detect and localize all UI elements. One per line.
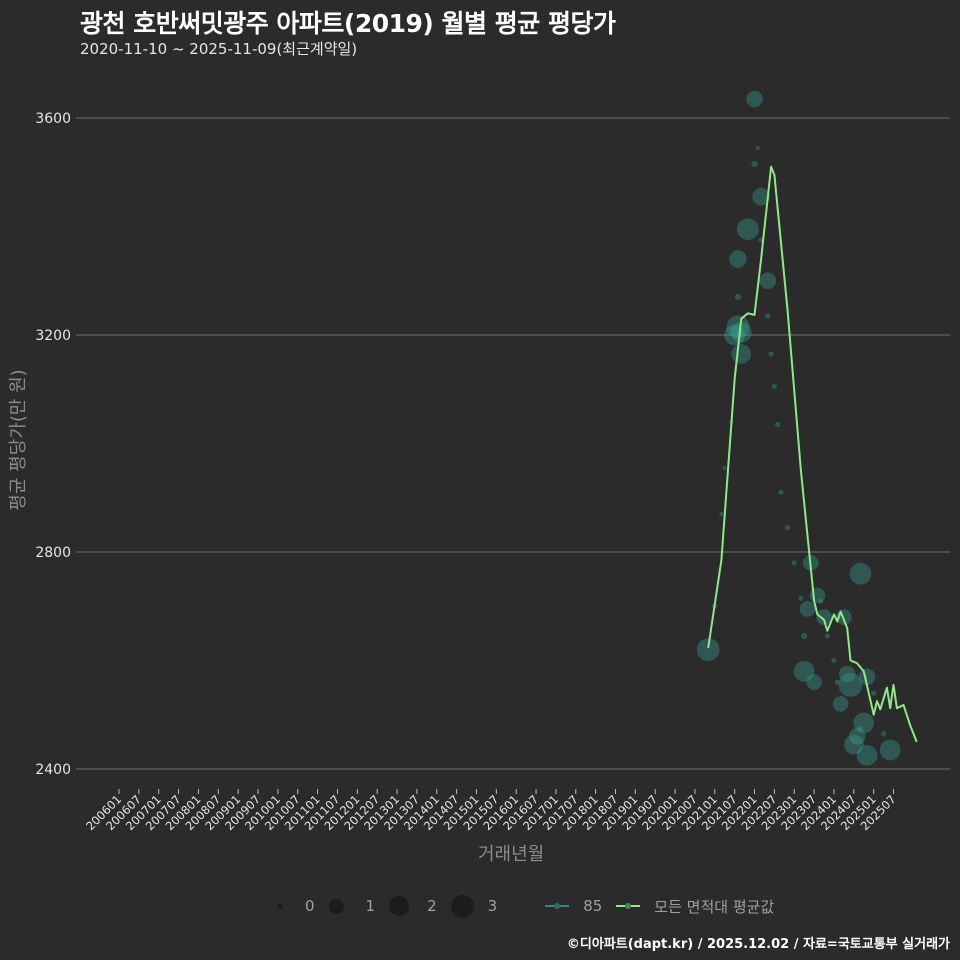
bubble-series-85 bbox=[696, 90, 901, 766]
average-line bbox=[707, 165, 918, 743]
data-bubble bbox=[734, 293, 742, 301]
data-bubble bbox=[722, 465, 727, 470]
chart-subtitle: 2020-11-10 ~ 2025-11-09(최근계약일) bbox=[80, 40, 358, 58]
data-bubble bbox=[881, 731, 887, 737]
data-bubble bbox=[696, 638, 720, 662]
x-axis-label: 거래년월 bbox=[478, 844, 545, 865]
line-marker-icon bbox=[616, 903, 641, 909]
legend: 0 1 2 3 85 모든 면적대 평균값 bbox=[270, 893, 788, 919]
data-bubble bbox=[858, 668, 876, 686]
data-bubble bbox=[799, 601, 816, 617]
size-dot-icon bbox=[450, 894, 474, 918]
data-bubble bbox=[838, 665, 856, 683]
legend-size-3: 3 bbox=[450, 894, 512, 918]
y-gridlines bbox=[76, 117, 950, 770]
data-bubble bbox=[843, 734, 864, 755]
data-bubble bbox=[838, 672, 863, 697]
legend-size-2: 2 bbox=[389, 896, 451, 916]
data-bubble bbox=[775, 421, 781, 428]
data-bubble bbox=[736, 218, 759, 241]
data-bubble bbox=[818, 598, 824, 604]
data-bubble bbox=[806, 674, 822, 690]
legend-series-average: 모든 면적대 평균값 bbox=[616, 896, 788, 917]
data-bubble bbox=[798, 595, 804, 601]
y-axis-ticks: 2400 2800 3200 3600 bbox=[35, 111, 71, 778]
size-dot-icon bbox=[328, 898, 344, 914]
y-tick-label: 2800 bbox=[35, 545, 71, 561]
y-tick-label: 3600 bbox=[35, 111, 71, 127]
chart-title: 광천 호반써밋광주 아파트(2019) 월별 평균 평당가 bbox=[80, 9, 616, 38]
data-bubble bbox=[834, 679, 840, 685]
data-bubble bbox=[816, 609, 832, 625]
data-bubble bbox=[778, 489, 784, 495]
data-bubble bbox=[791, 560, 797, 566]
data-bubble bbox=[752, 187, 770, 206]
line-marker-icon bbox=[545, 903, 570, 909]
legend-size-1: 1 bbox=[328, 897, 390, 915]
y-tick-label: 3200 bbox=[35, 328, 71, 344]
data-bubble bbox=[848, 728, 866, 745]
data-bubble bbox=[726, 315, 750, 339]
data-bubble bbox=[755, 145, 760, 150]
data-bubble bbox=[765, 313, 771, 319]
data-bubble bbox=[719, 511, 724, 517]
data-bubble bbox=[768, 351, 774, 357]
data-bubble bbox=[853, 712, 875, 734]
data-bubble bbox=[746, 90, 763, 108]
data-bubble bbox=[856, 745, 878, 766]
line-series-average bbox=[707, 165, 918, 743]
source-caption: ©디아파트(dapt.kr) / 2025.12.02 / 자료=국토교통부 실… bbox=[566, 937, 950, 952]
data-bubble bbox=[824, 633, 830, 639]
x-axis-ticks: 2006012006072007012007072008012008072009… bbox=[83, 789, 899, 833]
data-bubble bbox=[832, 696, 849, 712]
data-bubble bbox=[759, 272, 777, 290]
size-dot-icon bbox=[389, 896, 410, 916]
data-bubble bbox=[849, 562, 872, 585]
data-bubble bbox=[879, 739, 901, 761]
data-bubble bbox=[793, 660, 815, 682]
y-axis-label: 평균 평당가(만 원) bbox=[8, 369, 29, 511]
data-bubble bbox=[771, 383, 777, 390]
data-bubble bbox=[731, 344, 752, 364]
data-bubble bbox=[857, 725, 864, 731]
data-bubble bbox=[730, 321, 752, 343]
legend-series-85: 85 bbox=[545, 897, 616, 915]
data-bubble bbox=[729, 250, 747, 268]
size-dot-icon bbox=[278, 903, 283, 909]
data-bubble bbox=[785, 524, 791, 531]
data-bubble bbox=[801, 632, 808, 640]
data-bubble bbox=[751, 160, 758, 168]
y-tick-label: 2400 bbox=[35, 762, 71, 778]
data-bubble bbox=[871, 690, 877, 696]
data-bubble bbox=[831, 657, 837, 664]
legend-size-0: 0 bbox=[270, 897, 329, 915]
